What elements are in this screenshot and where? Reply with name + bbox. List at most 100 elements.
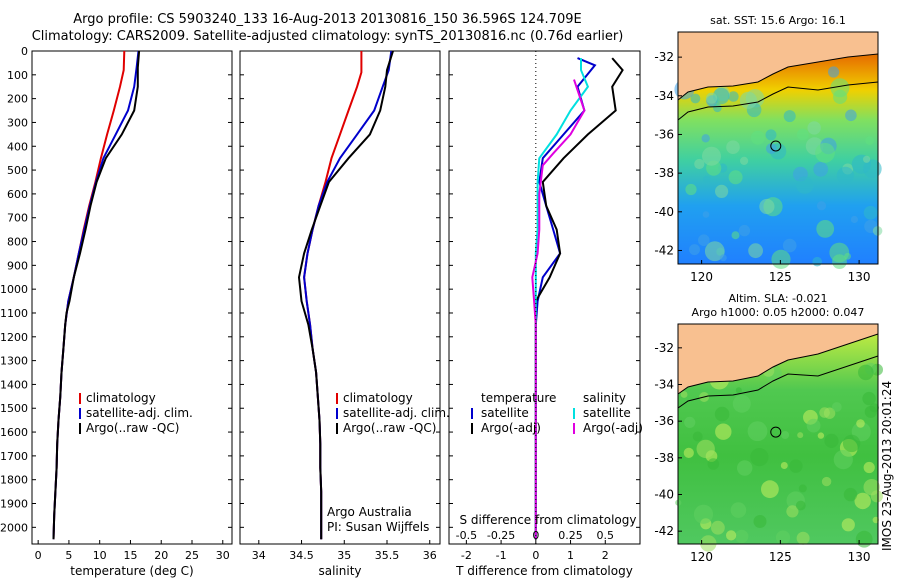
y-tick-label: 1500	[0, 402, 28, 415]
series-line-difference-profile-2	[534, 58, 590, 540]
argo-position-marker	[770, 426, 782, 438]
y-tick-label: 1700	[0, 450, 28, 463]
x-tick-label: 15	[123, 549, 137, 562]
map-y-tick-label: -42	[654, 524, 674, 538]
y-tick-label: 1100	[0, 307, 28, 320]
series-line-difference-profile-3	[531, 79, 586, 540]
x-tick-label: 35.5	[375, 549, 400, 562]
y-tick-label: 200	[7, 93, 28, 106]
sla-map-title-1: Argo h1000: 0.05 h2000: 0.047	[692, 306, 865, 319]
s-tick-label: -0.5	[456, 529, 477, 542]
y-tick-label: 800	[7, 236, 28, 249]
temperature-profile-xlabel: temperature (deg C)	[70, 564, 193, 578]
x-tick-label: 2	[602, 549, 609, 562]
x-tick-label: 25	[185, 549, 199, 562]
sla-map-title-0: Altim. SLA: -0.021	[728, 292, 827, 305]
s-diff-xlabel: S difference from climatology	[460, 513, 637, 527]
y-tick-label: 500	[7, 164, 28, 177]
y-tick-label: 1400	[0, 378, 28, 391]
pi-annotation: Argo Australia	[327, 505, 412, 519]
salinity-profile-xlabel: salinity	[318, 564, 361, 578]
x-tick-label: 5	[65, 549, 72, 562]
legend-label: Argo(..raw -QC)	[86, 421, 179, 435]
legend-label: satellite-adj. clim.	[343, 406, 450, 420]
legend-header-temperature: temperature	[481, 391, 556, 405]
x-tick-label: 35	[337, 549, 351, 562]
sla-map-frame	[677, 323, 879, 545]
map-y-tick-label: -34	[654, 89, 674, 103]
legend-label: climatology	[86, 391, 156, 405]
map-y-tick-label: -38	[654, 166, 674, 180]
y-tick-label: 1900	[0, 498, 28, 511]
map-y-tick-label: -38	[654, 451, 674, 465]
y-tick-label: 1600	[0, 426, 28, 439]
legend-label: Argo(..raw -QC)	[343, 421, 436, 435]
temperature-profile-frame	[31, 50, 233, 545]
sst-map-texture	[674, 66, 883, 269]
map-x-tick-label: 120	[690, 270, 713, 284]
argo-position-marker	[770, 140, 782, 152]
difference-profile-xlabel: T difference from climatology	[455, 564, 633, 578]
x-tick-label: 1	[567, 549, 574, 562]
map-y-tick-label: -34	[654, 378, 674, 392]
sst-map-coastline	[677, 53, 879, 101]
map-x-tick-label: 130	[848, 550, 871, 564]
y-tick-label: 100	[7, 69, 28, 82]
legend-label: climatology	[343, 391, 413, 405]
legend-label: satellite-adj. clim.	[86, 406, 193, 420]
map-y-tick-label: -40	[654, 205, 674, 219]
y-tick-label: 900	[7, 259, 28, 272]
y-tick-label: 0	[21, 45, 28, 58]
pi-annotation: PI: Susan Wijffels	[327, 520, 429, 534]
y-tick-label: 1000	[0, 283, 28, 296]
y-tick-label: 600	[7, 188, 28, 201]
sst-map-frame	[677, 31, 879, 265]
map-x-tick-label: 130	[848, 270, 871, 284]
sst-map-land	[678, 32, 878, 100]
sla-map-texture	[675, 355, 884, 552]
x-tick-label: -1	[496, 549, 507, 562]
x-tick-label: 10	[93, 549, 107, 562]
profile-title: Argo profile: CS 5903240_133 16-Aug-2013…	[73, 12, 582, 27]
salinity-profile-frame	[239, 50, 441, 545]
x-tick-label: 36	[423, 549, 437, 562]
series-line-salinity-profile-2	[297, 50, 394, 540]
timestamp-stamp: IMOS 23-Aug-2013 20:01:24	[880, 380, 894, 551]
sst-map-title-0: sat. SST: 15.6 Argo: 16.1	[710, 14, 846, 27]
sla-map-contour	[677, 355, 879, 409]
map-x-tick-label: 120	[690, 550, 713, 564]
x-tick-label: 20	[154, 549, 168, 562]
map-x-tick-label: 125	[769, 270, 792, 284]
x-tick-label: -2	[461, 549, 472, 562]
map-y-tick-label: -36	[654, 127, 674, 141]
map-y-tick-label: -32	[654, 341, 674, 355]
map-y-tick-label: -32	[654, 50, 674, 64]
map-x-tick-label: 125	[769, 550, 792, 564]
s-tick-label: 0.5	[597, 529, 615, 542]
sst-map-contour	[677, 81, 879, 121]
s-tick-label: 0.25	[558, 529, 583, 542]
difference-profile-frame	[448, 50, 641, 545]
y-tick-label: 300	[7, 116, 28, 129]
legend-label: satellite	[481, 406, 529, 420]
y-tick-label: 1800	[0, 474, 28, 487]
y-tick-label: 1200	[0, 331, 28, 344]
x-tick-label: 0	[532, 549, 539, 562]
legend-label: Argo(-adj)	[481, 421, 541, 435]
y-tick-label: 1300	[0, 355, 28, 368]
x-tick-label: 30	[216, 549, 230, 562]
map-y-tick-label: -42	[654, 243, 674, 257]
sla-map-land	[678, 324, 878, 394]
x-tick-label: 0	[35, 549, 42, 562]
map-y-tick-label: -40	[654, 488, 674, 502]
legend-label: satellite	[583, 406, 631, 420]
climatology-subtitle: Climatology: CARS2009. Satellite-adjuste…	[31, 29, 624, 44]
s-tick-label: -0.25	[487, 529, 515, 542]
legend-header-salinity: salinity	[583, 391, 626, 405]
legend-label: Argo(-adj)	[583, 421, 643, 435]
s-tick-label: 0	[532, 529, 539, 542]
x-tick-label: 34	[252, 549, 266, 562]
x-tick-label: 34.5	[289, 549, 314, 562]
series-line-temperature-profile-2	[52, 50, 141, 540]
